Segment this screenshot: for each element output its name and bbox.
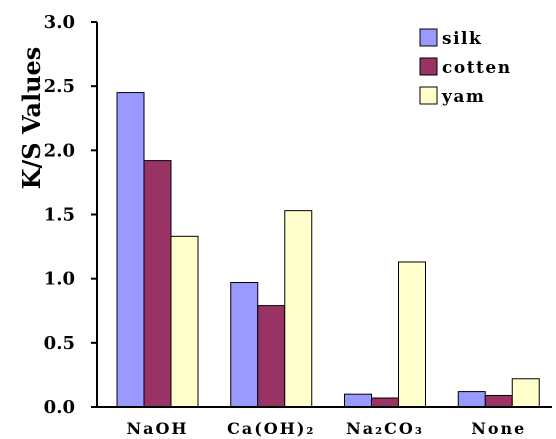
bar-cotten-2 (371, 397, 399, 408)
y-axis-title: K/S Values (17, 47, 46, 190)
legend-label-silk: silk (442, 29, 482, 49)
legend-swatch-yam (419, 86, 438, 105)
y-tick-label: 0.0 (44, 397, 75, 418)
bar-silk-1 (230, 282, 259, 408)
legend-swatch-cotten (419, 57, 438, 76)
y-tick-label: 1.5 (44, 205, 75, 226)
x-category-label: Ca(OH)₂ (227, 419, 315, 438)
bar-yam-2 (398, 261, 426, 408)
y-tick-label: 2.0 (44, 140, 75, 161)
bar-yam-1 (284, 210, 313, 408)
x-axis-categories: NaOH Ca(OH)₂ Na₂CO₃ None (126, 419, 526, 438)
bars (116, 92, 540, 408)
bar-cotten-1 (257, 305, 286, 408)
bar-silk-0 (116, 92, 145, 408)
legend: silk cotten yam (419, 28, 512, 107)
y-tick-label: 1.0 (44, 269, 75, 290)
y-tick-label: 0.5 (44, 333, 75, 354)
bar-cotten-3 (484, 394, 513, 408)
bar-yam-3 (511, 378, 540, 408)
bar-silk-2 (344, 393, 372, 408)
legend-label-yam: yam (441, 87, 485, 107)
y-tick-label: 3.0 (44, 12, 75, 33)
x-category-label: Na₂CO₃ (346, 419, 424, 438)
bar-silk-3 (457, 391, 486, 408)
bar-cotten-0 (143, 160, 172, 408)
y-tick-label: 2.5 (44, 76, 75, 97)
legend-swatch-silk (419, 28, 438, 47)
bar-yam-0 (170, 235, 199, 408)
legend-label-cotten: cotten (442, 58, 512, 78)
y-axis-title-group: K/S Values (17, 47, 46, 190)
y-axis-ticks: 0.0 0.5 1.0 1.5 2.0 2.5 3.0 (44, 12, 97, 418)
x-category-label: None (471, 419, 526, 438)
x-category-label: NaOH (126, 419, 188, 438)
